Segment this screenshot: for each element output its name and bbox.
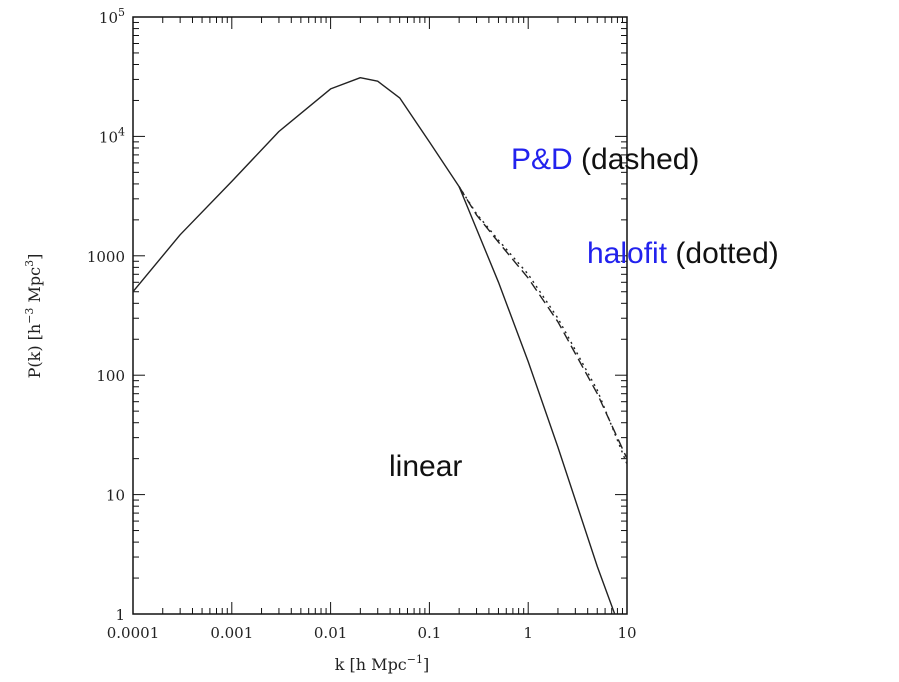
y-tick-label: 104	[99, 125, 125, 146]
series-line-dashed	[458, 186, 628, 459]
y-axis-label-sup1: −3	[23, 308, 36, 324]
x-axis-label-end: ]	[423, 655, 429, 674]
x-tick-labels: 0.0001 0.001 0.01 0.1 1 10	[107, 624, 637, 642]
series-layer	[132, 77, 628, 615]
y-tick-label: 1000	[87, 248, 125, 266]
x-tick-label: 1	[523, 624, 533, 642]
x-tick-label: 0.0001	[107, 624, 160, 642]
y-axis-label-mid: Mpc	[25, 267, 44, 308]
annotation-halofit-style: (dotted)	[667, 237, 779, 270]
y-tick-label: 10	[106, 487, 125, 505]
annotation-halofit-name: halofit	[587, 237, 668, 270]
x-tick-label: 10	[617, 624, 636, 642]
x-tick-label: 0.01	[314, 624, 347, 642]
annotation-linear: linear	[389, 450, 462, 483]
annotation-pd-style: (dashed)	[573, 143, 700, 176]
y-axis-label-pre: P(k) [h	[25, 324, 44, 379]
y-tick-label: 100	[96, 367, 125, 385]
y-tick-label-exp: 5	[118, 6, 125, 19]
y-tick-label: 1	[115, 606, 125, 624]
plot-frame	[132, 16, 628, 615]
y-tick-label: 105	[99, 6, 125, 27]
y-tick-label-base: 10	[99, 9, 118, 27]
y-axis-label-end: ]	[25, 254, 44, 260]
x-tick-label: 0.001	[210, 624, 253, 642]
series-line-dotted	[458, 186, 628, 465]
annotation-pd: P&D (dashed)	[511, 143, 699, 176]
annotation-halofit: halofit (dotted)	[587, 237, 779, 270]
y-axis-label: P(k) [h−3 Mpc3]	[23, 254, 44, 379]
y-tick-label-exp: 4	[118, 125, 125, 138]
x-tick-label: 0.1	[417, 624, 441, 642]
series-line-solid	[132, 77, 616, 615]
annotation-pd-name: P&D	[511, 143, 573, 176]
x-axis-label-main: k [h Mpc	[335, 655, 407, 674]
y-axis-label-sup2: 3	[23, 260, 36, 267]
x-axis-label-sup: −1	[407, 653, 423, 666]
y-tick-label-base: 10	[99, 128, 118, 146]
ticks-layer	[132, 17, 627, 615]
x-axis-label: k [h Mpc−1]	[335, 653, 429, 674]
